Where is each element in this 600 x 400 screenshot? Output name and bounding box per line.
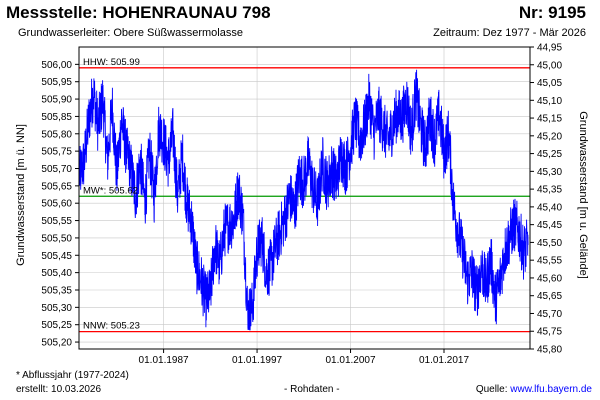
x-tick-label: 01.01.2007 (326, 355, 376, 366)
y-axis-label-left: Grundwasserstand [m ü. NN] (15, 124, 27, 266)
reference-labels: HHW: 505.99 MW*: 505.62 NNW: 505.23 (83, 57, 140, 332)
y2-tick-label: 45,40 (537, 202, 562, 213)
y-tick-label: 505,85 (41, 112, 72, 123)
reference-label: MW*: 505.62 (83, 185, 138, 196)
y2-tick-label: 45,15 (537, 114, 562, 125)
y-tick-label: 505,90 (41, 95, 72, 106)
page-title: Messstelle: HOHENRAUNAU 798 (6, 3, 271, 22)
y2-tick-label: 45,45 (537, 220, 562, 231)
y-tick-label: 505,70 (41, 164, 72, 175)
y-tick-label: 506,00 (41, 60, 72, 71)
y-axis-right: 44,95 45,00 45,05 45,10 45,15 45,20 45,25 45,30… (530, 43, 562, 356)
footnote: * Abflussjahr (1977-2024) (16, 370, 129, 381)
y2-tick-label: 45,30 (537, 167, 562, 178)
source-label: Quelle: (475, 384, 511, 395)
y-tick-label: 505,40 (41, 268, 72, 279)
y2-tick-label: 45,55 (537, 256, 562, 267)
y2-tick-label: 45,60 (537, 273, 562, 284)
source-link[interactable]: www.lfu.bayern.de (510, 384, 592, 395)
y-tick-label: 505,20 (41, 338, 72, 349)
x-axis: 01.01.1987 01.01.1997 01.01.2007 01.01.2017 (139, 349, 469, 366)
y2-tick-label: 45,10 (537, 96, 562, 107)
y-tick-label: 505,35 (41, 285, 72, 296)
y2-tick-label: 45,80 (537, 345, 562, 356)
y2-tick-label: 45,00 (537, 60, 562, 71)
y-tick-label: 505,95 (41, 77, 72, 88)
station-number: Nr: 9195 (518, 3, 586, 22)
y2-tick-label: 45,50 (537, 238, 562, 249)
y-axis-label-right: Grundwasserstand [m u. Gelände] (577, 111, 589, 279)
y2-tick-label: 45,20 (537, 131, 562, 142)
y2-tick-label: 44,95 (537, 43, 562, 54)
created-date: erstellt: 10.03.2026 (16, 384, 102, 395)
y2-tick-label: 45,35 (537, 185, 562, 196)
x-tick-label: 01.01.1987 (139, 355, 189, 366)
y2-tick-label: 45,70 (537, 309, 562, 320)
y2-tick-label: 45,75 (537, 327, 562, 338)
plot-frame (78, 46, 531, 350)
y-tick-label: 505,65 (41, 181, 72, 192)
y-tick-label: 505,80 (41, 129, 72, 140)
y-tick-label: 505,45 (41, 251, 72, 262)
raw-data-note: - Rohdaten - (284, 384, 340, 395)
series-line (79, 69, 529, 331)
y2-tick-label: 45,05 (537, 78, 562, 89)
x-tick-label: 01.01.1997 (232, 355, 282, 366)
x-tick-label: 01.01.2017 (419, 355, 469, 366)
y-tick-label: 505,25 (41, 320, 72, 331)
y2-tick-label: 45,65 (537, 291, 562, 302)
y-tick-label: 505,50 (41, 233, 72, 244)
y-tick-label: 505,55 (41, 216, 72, 227)
y-tick-label: 505,75 (41, 147, 72, 158)
source: Quelle: www.lfu.bayern.de (476, 384, 592, 395)
reference-label: NNW: 505.23 (83, 321, 140, 332)
y2-tick-label: 45,25 (537, 149, 562, 160)
period-label: Zeitraum: Dez 1977 - Mär 2026 (433, 27, 586, 39)
y-tick-label: 505,30 (41, 303, 72, 314)
y-axis-left: 505,20 505,25 505,30 505,35 505,40 505,45 505,… (41, 60, 79, 349)
reference-label: HHW: 505.99 (83, 57, 140, 68)
aquifer-label: Grundwasserleiter: Obere Süßwassermolass… (18, 27, 243, 39)
y-tick-label: 505,60 (41, 199, 72, 210)
